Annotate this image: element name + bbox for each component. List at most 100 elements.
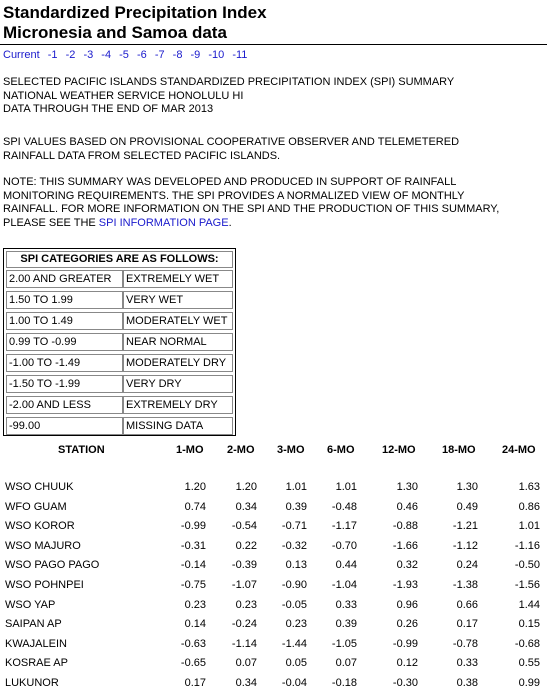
col-header-6mo: 6-MO: [327, 444, 355, 456]
table-row: KWAJALEIN -0.63 -1.14 -1.44 -1.05 -0.99 -0.78 -…: [0, 638, 547, 658]
note-paragraph: NOTE: THIS SUMMARY WAS DEVELOPED AND PRO…: [3, 176, 543, 230]
table-row: WSO PAGO PAGO -0.14 -0.39 0.13 0.44 0.32 0.24 -…: [0, 559, 547, 579]
spi-information-link[interactable]: SPI INFORMATION PAGE: [98, 216, 229, 229]
nav-link-minus-11[interactable]: -11: [232, 49, 248, 61]
station-name: KWAJALEIN: [5, 637, 67, 650]
category-range: -1.50 TO -1.99: [6, 375, 123, 393]
station-name: WSO MAJURO: [5, 539, 81, 552]
nav-link-minus-3[interactable]: -3: [83, 49, 94, 61]
table-row: WSO POHNPEI -0.75 -1.07 -0.90 -1.04 -1.93 -1.3…: [0, 579, 547, 599]
nav-link-minus-8[interactable]: -8: [172, 49, 183, 61]
summary-line: DATA THROUGH THE END OF MAR 2013: [3, 103, 214, 115]
spi-value: 0.23: [235, 598, 257, 611]
spi-value: 0.34: [235, 677, 257, 689]
spi-value: 0.49: [456, 500, 478, 513]
category-label: MISSING DATA: [123, 417, 233, 435]
spi-value: 0.96: [396, 598, 418, 611]
page-title-line1: Standardized Precipitation Index: [3, 3, 267, 22]
station-name: WFO GUAM: [5, 500, 67, 513]
nav-link-current[interactable]: Current: [3, 49, 40, 61]
category-range: -2.00 AND LESS: [6, 396, 123, 414]
spi-value: -1.04: [331, 579, 357, 591]
spi-value: 0.07: [235, 657, 257, 670]
spi-value: 1.44: [518, 598, 540, 611]
nav-link-minus-1[interactable]: -1: [47, 49, 58, 61]
basis-line: SPI VALUES BASED ON PROVISIONAL COOPERAT…: [3, 136, 460, 148]
nav-link-minus-10[interactable]: -10: [208, 49, 225, 61]
nav-link-minus-9[interactable]: -9: [190, 49, 201, 61]
spi-value: 0.99: [518, 677, 540, 689]
spi-value: -0.39: [231, 559, 257, 572]
col-header-12mo: 12-MO: [382, 444, 416, 456]
spi-value: -0.78: [452, 637, 478, 650]
col-header-18mo: 18-MO: [442, 444, 476, 456]
spi-value: -1.56: [514, 579, 540, 591]
spi-value: 1.30: [396, 481, 418, 493]
station-name: WSO YAP: [5, 598, 56, 611]
category-range: -99.00: [6, 417, 123, 435]
spi-value: 0.24: [456, 559, 478, 572]
spi-value: 1.01: [335, 481, 357, 493]
spi-value: -1.05: [331, 637, 357, 650]
station-name: WSO KOROR: [5, 520, 75, 533]
spi-value: 0.05: [285, 657, 307, 670]
nav-link-minus-6[interactable]: -6: [136, 49, 147, 61]
category-label: EXTREMELY WET: [123, 270, 233, 288]
spi-value: 1.20: [184, 481, 206, 493]
note-text: .: [228, 216, 232, 229]
spi-value: -1.38: [452, 579, 478, 591]
spi-value: 0.22: [235, 539, 257, 552]
spi-value: 0.34: [235, 500, 257, 513]
spi-value: 0.15: [518, 618, 540, 631]
table-row: SAIPAN AP 0.14 -0.24 0.23 0.39 0.26 0.17 0.15: [0, 618, 547, 638]
note-text: PLEASE SEE THE: [3, 216, 99, 229]
spi-value: 0.39: [285, 500, 307, 513]
spi-value: -1.93: [392, 579, 418, 591]
spi-value: -1.12: [452, 539, 478, 552]
table-row: LUKUNOR 0.17 0.34 -0.04 -0.18 -0.30 0.38 0.99: [0, 677, 547, 697]
spi-value: 1.20: [235, 481, 257, 493]
spi-value: -0.70: [331, 539, 357, 552]
spi-value: 0.17: [184, 677, 206, 689]
spi-value: -0.14: [180, 559, 206, 572]
spi-value: 0.32: [396, 559, 418, 572]
spi-value: 1.01: [518, 520, 540, 533]
spi-value: 0.39: [335, 618, 357, 631]
spi-value: -0.68: [514, 637, 540, 650]
page-title-line2: Micronesia and Samoa data: [3, 23, 227, 42]
note-line: MONITORING REQUIREMENTS. THE SPI PROVIDE…: [3, 189, 465, 202]
spi-value: -1.44: [281, 637, 307, 650]
spi-value: -0.24: [231, 618, 257, 631]
nav-link-minus-5[interactable]: -5: [119, 49, 129, 61]
spi-value: 0.23: [184, 598, 206, 611]
category-range: 1.50 TO 1.99: [6, 291, 123, 309]
station-name: WSO CHUUK: [5, 481, 74, 493]
spi-value: 0.12: [396, 657, 418, 670]
spi-value: 1.30: [456, 481, 478, 493]
spi-value: -0.65: [180, 657, 206, 670]
nav-link-minus-4[interactable]: -4: [101, 49, 112, 61]
categories-header: SPI CATEGORIES ARE AS FOLLOWS:: [6, 251, 233, 268]
data-basis-paragraph: SPI VALUES BASED ON PROVISIONAL COOPERAT…: [3, 136, 543, 163]
spi-value: 0.13: [285, 559, 307, 572]
col-header-1mo: 1-MO: [176, 444, 204, 456]
nav-link-minus-2[interactable]: -2: [65, 49, 76, 61]
table-row: WSO YAP 0.23 0.23 -0.05 0.33 0.96 0.66 1.44: [0, 599, 547, 619]
category-label: VERY DRY: [123, 375, 233, 393]
spi-value: 0.33: [335, 598, 357, 611]
nav-link-minus-7[interactable]: -7: [154, 49, 165, 61]
station-name: KOSRAE AP: [5, 657, 68, 670]
table-row: KOSRAE AP -0.65 0.07 0.05 0.07 0.12 0.33 0.55: [0, 657, 547, 677]
col-header-2mo: 2-MO: [227, 444, 255, 456]
spi-value: -0.54: [231, 520, 257, 533]
spi-value: -0.99: [392, 637, 418, 650]
spi-value: -0.18: [331, 677, 357, 689]
spi-value: 0.07: [335, 657, 357, 670]
spi-value: 0.14: [184, 618, 206, 631]
spi-value: -0.32: [281, 539, 307, 552]
spi-value: -0.75: [180, 579, 206, 591]
category-range: 2.00 AND GREATER: [6, 270, 123, 288]
spi-value: 0.26: [396, 618, 418, 631]
spi-value: -1.17: [331, 520, 357, 533]
spi-value: -0.04: [281, 677, 307, 689]
